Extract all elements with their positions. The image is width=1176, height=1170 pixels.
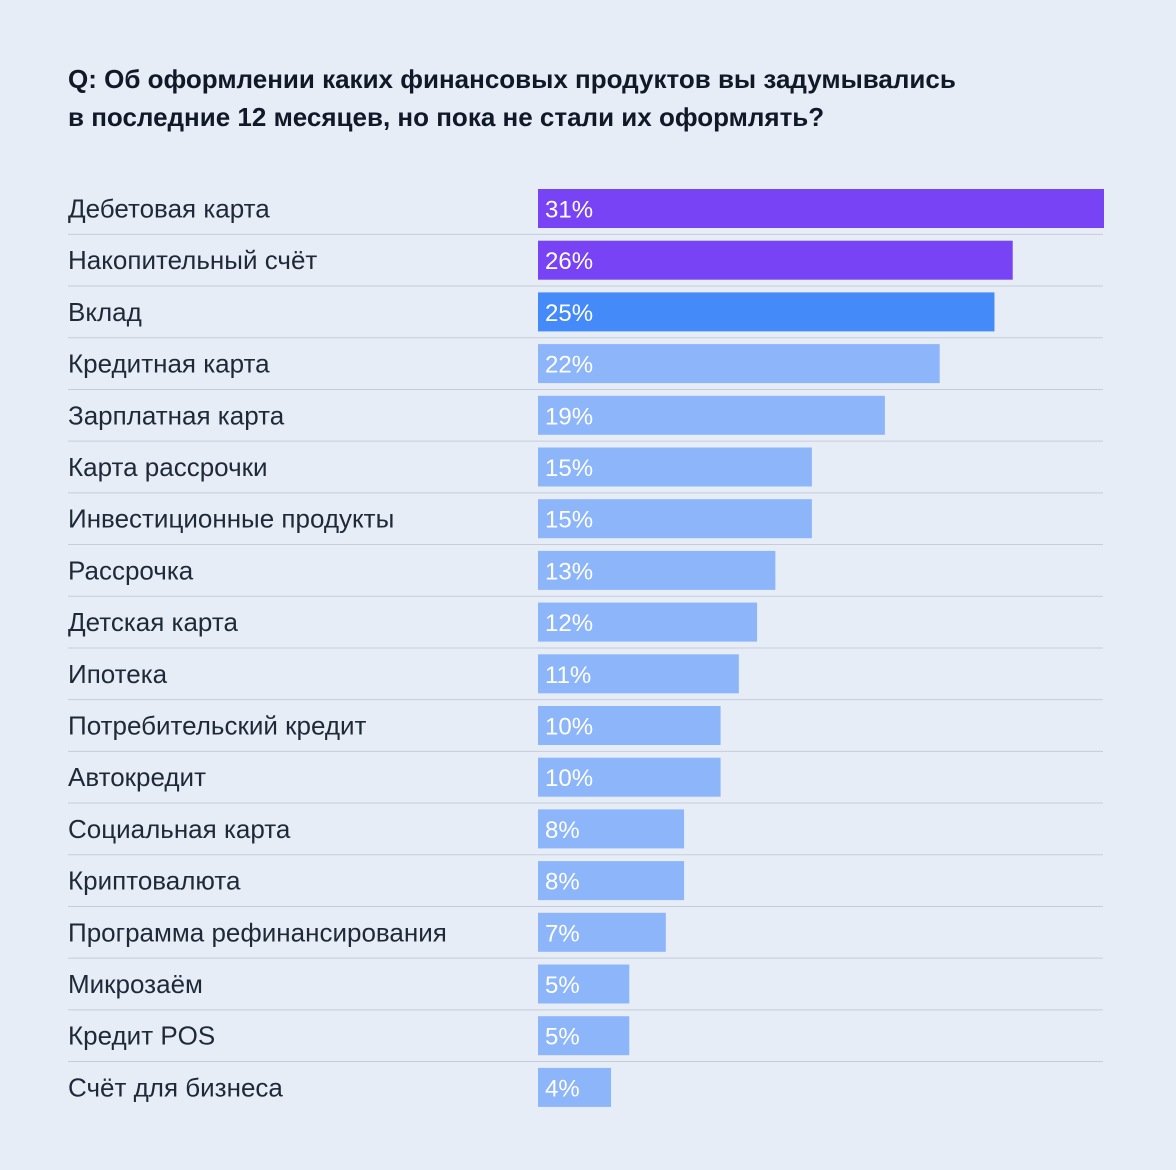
bar: [538, 809, 685, 849]
bar: [538, 757, 721, 797]
category-label: Микрозаём: [68, 969, 203, 999]
category-label: Вклад: [68, 297, 142, 327]
category-label: Счёт для бизнеса: [68, 1072, 283, 1102]
bar: [538, 654, 739, 694]
chart-title-line-1: Q: Об оформлении каких финансовых продук…: [68, 64, 956, 94]
category-label: Накопительный счёт: [68, 245, 317, 275]
bar: [538, 861, 685, 901]
category-label: Программа рефинансирования: [68, 917, 447, 947]
bar: [538, 912, 666, 952]
chart-title: Q: Об оформлении каких финансовых продук…: [68, 60, 1088, 136]
value-label: 8%: [545, 817, 580, 844]
value-label: 31%: [545, 197, 593, 224]
bar: [538, 602, 758, 642]
value-label: 15%: [545, 507, 593, 534]
bar: [538, 189, 1104, 228]
value-label: 15%: [545, 455, 593, 482]
bar: [538, 292, 995, 332]
bar: [538, 344, 940, 384]
category-label: Зарплатная карта: [68, 400, 285, 430]
value-label: 13%: [545, 558, 593, 585]
value-label: 10%: [545, 765, 593, 792]
category-label: Инвестиционные продукты: [68, 504, 394, 534]
bar: [538, 1067, 612, 1107]
bar: [538, 240, 1013, 280]
value-label: 26%: [545, 248, 593, 275]
category-label: Социальная карта: [68, 814, 291, 844]
category-label: Криптовалюта: [68, 866, 241, 896]
value-label: 10%: [545, 714, 593, 741]
bar: [538, 395, 885, 435]
category-label: Ипотека: [68, 659, 168, 689]
category-label: Кредит POS: [68, 1021, 215, 1051]
bar: [538, 964, 630, 1004]
value-label: 7%: [545, 920, 580, 947]
value-label: 8%: [545, 869, 580, 896]
category-label: Кредитная карта: [68, 349, 270, 379]
value-label: 22%: [545, 352, 593, 379]
category-label: Детская карта: [68, 607, 238, 637]
value-label: 19%: [545, 403, 593, 430]
bar: [538, 706, 721, 745]
chart-title-line-2: в последние 12 месяцев, но пока не стали…: [68, 102, 825, 132]
bar: [538, 447, 812, 487]
value-label: 4%: [545, 1075, 580, 1102]
category-label: Потребительский кредит: [68, 711, 367, 741]
value-label: 12%: [545, 610, 593, 637]
category-label: Дебетовая карта: [68, 194, 270, 224]
bar: [538, 499, 812, 539]
bar: [538, 1016, 630, 1056]
category-label: Карта рассрочки: [68, 452, 268, 482]
bar: [538, 550, 776, 590]
category-label: Рассрочка: [68, 555, 194, 585]
value-label: 5%: [545, 1024, 580, 1051]
value-label: 25%: [545, 300, 593, 327]
category-label: Автокредит: [68, 762, 206, 792]
value-label: 11%: [545, 662, 591, 689]
value-label: 5%: [545, 972, 580, 999]
